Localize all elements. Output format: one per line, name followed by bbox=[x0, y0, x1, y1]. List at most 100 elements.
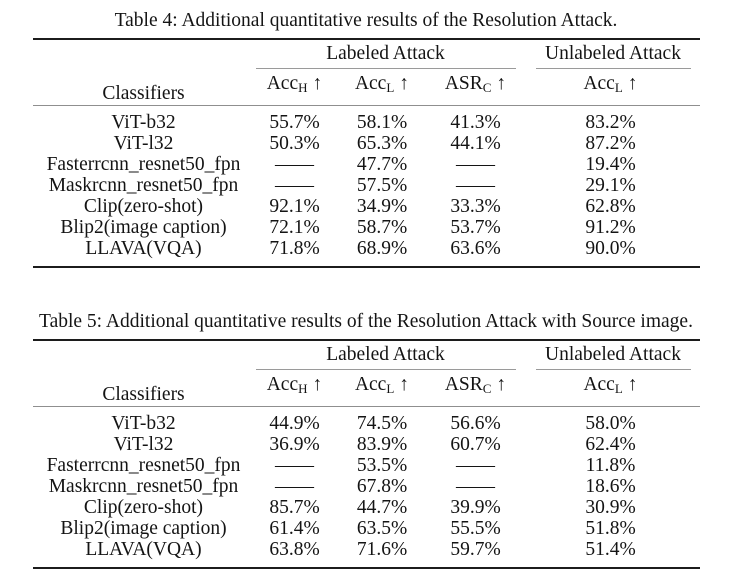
cell-unlabeled-acc-l: 58.0% bbox=[585, 413, 636, 434]
cell-asr-c: 33.3% bbox=[450, 196, 501, 217]
cell-asr-c: 63.6% bbox=[450, 238, 501, 259]
table-row: ViT-b32 44.9% 74.5% 56.6% 58.0% bbox=[33, 407, 700, 435]
classifier-name: Fasterrcnn_resnet50_fpn bbox=[46, 154, 241, 175]
table4-classifiers-header: Classifiers bbox=[32, 39, 255, 106]
col-label-base: Acc bbox=[266, 374, 299, 395]
cell-unlabeled-acc-l: 62.8% bbox=[585, 196, 636, 217]
table5-section: Table 5: Additional quantitative results… bbox=[0, 311, 732, 569]
cell-asr-c: 53.7% bbox=[450, 217, 501, 238]
table4-group-header-row: Classifiers Labeled Attack Unlabeled Att… bbox=[32, 39, 700, 106]
unlabeled-attack-group-label: Unlabeled Attack bbox=[535, 42, 691, 69]
cell-unlabeled-acc-l: 91.2% bbox=[585, 217, 636, 238]
table5-unlabeled-attack-group-header: Unlabeled Attack bbox=[522, 340, 700, 370]
table5-labeled-attack-group-header: Labeled Attack bbox=[255, 340, 522, 370]
cell-unlabeled-acc-l: 30.9% bbox=[585, 497, 636, 518]
cell-acc-h: —— bbox=[275, 154, 314, 175]
table4-results-table: Classifiers Labeled Attack Unlabeled Att… bbox=[32, 38, 700, 268]
classifier-name: LLAVA(VQA) bbox=[85, 539, 202, 560]
cell-acc-h: 50.3% bbox=[269, 133, 320, 154]
table5-col-header-asr-c: ASRC ↑ bbox=[429, 370, 522, 407]
classifier-name: LLAVA(VQA) bbox=[85, 238, 202, 259]
cell-acc-l: 63.5% bbox=[356, 518, 408, 539]
table4-section: Table 4: Additional quantitative results… bbox=[0, 10, 732, 268]
cell-acc-l: 65.3% bbox=[356, 133, 408, 154]
table5-col-header-acc-h: AccH ↑ bbox=[254, 370, 335, 407]
cell-unlabeled-acc-l: 19.4% bbox=[585, 154, 636, 175]
cell-asr-c: 56.6% bbox=[450, 413, 501, 434]
col-label-base: ASR bbox=[444, 73, 483, 94]
cell-asr-c: —— bbox=[456, 154, 495, 175]
cell-unlabeled-acc-l: 62.4% bbox=[585, 434, 636, 455]
cell-acc-l: 71.6% bbox=[356, 539, 408, 560]
table-row: ViT-l32 36.9% 83.9% 60.7% 62.4% bbox=[33, 434, 700, 455]
labeled-attack-group-label: Labeled Attack bbox=[255, 42, 516, 69]
table5-subcol-header-row: AccH ↑ AccL ↑ ASRC ↑ AccL ↑ bbox=[33, 370, 700, 407]
cell-asr-c: 39.9% bbox=[450, 497, 501, 518]
table-row: LLAVA(VQA) 71.8% 68.9% 63.6% 90.0% bbox=[33, 238, 700, 267]
cell-acc-h: 36.9% bbox=[269, 434, 320, 455]
table5-caption: Table 5: Additional quantitative results… bbox=[39, 311, 693, 332]
up-arrow-icon: ↑ bbox=[312, 374, 323, 395]
classifier-name: Clip(zero-shot) bbox=[83, 497, 204, 518]
col-label-subscript: C bbox=[482, 80, 492, 95]
cell-acc-h: 92.1% bbox=[269, 196, 320, 217]
table4-col-header-asr-c: ASRC ↑ bbox=[429, 69, 522, 106]
classifier-name: Maskrcnn_resnet50_fpn bbox=[48, 476, 239, 497]
col-label-subscript: L bbox=[614, 381, 623, 396]
cell-acc-h: 61.4% bbox=[269, 518, 320, 539]
cell-asr-c: 60.7% bbox=[450, 434, 501, 455]
unlabeled-attack-group-label: Unlabeled Attack bbox=[535, 343, 691, 370]
classifier-name: Blip2(image caption) bbox=[60, 217, 227, 238]
cell-acc-h: —— bbox=[275, 175, 314, 196]
up-arrow-icon: ↑ bbox=[496, 73, 507, 94]
table5-results-table: Classifiers Labeled Attack Unlabeled Att… bbox=[32, 339, 700, 569]
cell-unlabeled-acc-l: 29.1% bbox=[585, 175, 636, 196]
cell-asr-c: —— bbox=[456, 476, 495, 497]
cell-acc-h: 55.7% bbox=[269, 112, 320, 133]
table5-classifiers-header: Classifiers bbox=[32, 340, 255, 407]
classifier-name: ViT-b32 bbox=[111, 413, 176, 434]
cell-asr-c: —— bbox=[456, 175, 495, 196]
up-arrow-icon: ↑ bbox=[627, 374, 638, 395]
up-arrow-icon: ↑ bbox=[399, 73, 410, 94]
table4-labeled-attack-group-header: Labeled Attack bbox=[255, 39, 522, 69]
cell-acc-l: 34.9% bbox=[356, 196, 408, 217]
col-label-base: Acc bbox=[583, 374, 615, 395]
table4-unlabeled-attack-group-header: Unlabeled Attack bbox=[522, 39, 700, 69]
cell-acc-l: 58.7% bbox=[356, 217, 408, 238]
col-label-subscript: L bbox=[614, 80, 623, 95]
table-row: ViT-l32 50.3% 65.3% 44.1% 87.2% bbox=[33, 133, 700, 154]
table-row: Clip(zero-shot) 85.7% 44.7% 39.9% 30.9% bbox=[33, 497, 700, 518]
paper-page: Table 4: Additional quantitative results… bbox=[0, 10, 732, 569]
classifier-name: ViT-l32 bbox=[113, 434, 174, 455]
cell-unlabeled-acc-l: 18.6% bbox=[585, 476, 636, 497]
labeled-attack-group-label: Labeled Attack bbox=[255, 343, 516, 370]
col-label-base: Acc bbox=[583, 73, 615, 94]
table-row: LLAVA(VQA) 63.8% 71.6% 59.7% 51.4% bbox=[33, 539, 700, 568]
cell-acc-l: 74.5% bbox=[356, 413, 408, 434]
cell-unlabeled-acc-l: 51.4% bbox=[585, 539, 636, 560]
col-label-subscript: C bbox=[482, 381, 492, 396]
table-row: Blip2(image caption) 72.1% 58.7% 53.7% 9… bbox=[33, 217, 700, 238]
cell-acc-h: 44.9% bbox=[269, 413, 320, 434]
col-label-base: Acc bbox=[354, 73, 387, 94]
table-row: Blip2(image caption) 61.4% 63.5% 55.5% 5… bbox=[33, 518, 700, 539]
col-label-subscript: H bbox=[298, 381, 308, 396]
table-row: Maskrcnn_resnet50_fpn —— 67.8% —— 18.6% bbox=[33, 476, 700, 497]
cell-acc-l: 58.1% bbox=[356, 112, 408, 133]
cell-acc-l: 44.7% bbox=[356, 497, 408, 518]
classifier-name: Fasterrcnn_resnet50_fpn bbox=[46, 455, 241, 476]
cell-unlabeled-acc-l: 83.2% bbox=[585, 112, 636, 133]
table-row: Clip(zero-shot) 92.1% 34.9% 33.3% 62.8% bbox=[33, 196, 700, 217]
table5-group-header-row: Classifiers Labeled Attack Unlabeled Att… bbox=[32, 340, 700, 407]
cell-unlabeled-acc-l: 90.0% bbox=[585, 238, 636, 259]
cell-acc-h: 63.8% bbox=[269, 539, 320, 560]
cell-acc-l: 67.8% bbox=[356, 476, 408, 497]
table-row: Maskrcnn_resnet50_fpn —— 57.5% —— 29.1% bbox=[33, 175, 700, 196]
table5-col-header-acc-l: AccL ↑ bbox=[334, 370, 430, 407]
classifier-name: ViT-b32 bbox=[111, 112, 176, 133]
cell-unlabeled-acc-l: 51.8% bbox=[585, 518, 636, 539]
cell-acc-l: 68.9% bbox=[356, 238, 408, 259]
col-label-subscript: L bbox=[386, 80, 395, 95]
cell-unlabeled-acc-l: 87.2% bbox=[585, 133, 636, 154]
